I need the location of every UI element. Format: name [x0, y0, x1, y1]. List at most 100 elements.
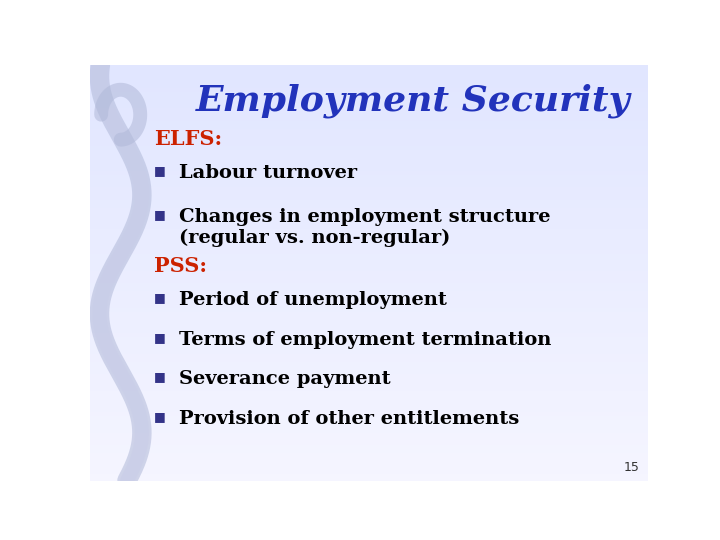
Bar — [90, 265, 648, 268]
Bar — [90, 165, 648, 168]
Bar — [90, 306, 648, 310]
Bar — [90, 119, 648, 123]
Bar — [90, 273, 648, 277]
Text: ■: ■ — [154, 370, 166, 383]
Bar — [90, 381, 648, 385]
Bar — [90, 302, 648, 306]
Bar — [90, 106, 648, 111]
Bar — [90, 335, 648, 339]
Bar — [90, 252, 648, 256]
Text: PSS:: PSS: — [154, 256, 207, 276]
Text: Changes in employment structure
(regular vs. non-regular): Changes in employment structure (regular… — [179, 208, 551, 247]
Bar — [90, 114, 648, 119]
Bar — [90, 185, 648, 190]
Bar — [90, 90, 648, 94]
Bar — [90, 127, 648, 131]
Bar — [90, 69, 648, 73]
Bar — [90, 244, 648, 248]
Bar — [90, 456, 648, 460]
Text: Labour turnover: Labour turnover — [179, 164, 357, 182]
Bar — [90, 177, 648, 181]
Bar — [90, 427, 648, 431]
Text: ■: ■ — [154, 164, 166, 177]
Bar — [90, 402, 648, 406]
Bar — [90, 210, 648, 214]
Bar — [90, 156, 648, 160]
Bar — [90, 231, 648, 235]
Bar — [90, 111, 648, 114]
Bar — [90, 206, 648, 210]
Bar — [90, 85, 648, 90]
Bar — [90, 410, 648, 414]
Bar — [90, 356, 648, 360]
Bar — [90, 360, 648, 364]
Bar — [90, 298, 648, 302]
Bar — [90, 148, 648, 152]
Text: ■: ■ — [154, 410, 166, 423]
Bar — [90, 77, 648, 82]
Bar — [90, 443, 648, 447]
Bar — [90, 219, 648, 223]
Bar — [90, 65, 648, 69]
Bar — [90, 397, 648, 402]
Text: ■: ■ — [154, 208, 166, 221]
Bar — [90, 198, 648, 202]
Bar — [90, 389, 648, 393]
Bar — [90, 439, 648, 443]
Bar — [90, 268, 648, 273]
Bar — [90, 260, 648, 265]
Bar — [90, 406, 648, 410]
Text: ELFS:: ELFS: — [154, 129, 222, 149]
Bar — [90, 140, 648, 144]
Text: Employment Security: Employment Security — [197, 84, 631, 118]
Bar — [90, 385, 648, 389]
Bar — [90, 460, 648, 464]
Bar — [90, 418, 648, 422]
Bar — [90, 82, 648, 85]
Bar — [90, 289, 648, 294]
Bar — [90, 144, 648, 148]
Bar — [90, 310, 648, 314]
Text: Severance payment: Severance payment — [179, 370, 391, 388]
Bar — [90, 435, 648, 439]
Bar — [90, 343, 648, 348]
Bar — [90, 319, 648, 322]
Bar — [90, 393, 648, 397]
Bar — [90, 468, 648, 472]
Bar — [90, 248, 648, 252]
Text: ■: ■ — [154, 292, 166, 305]
Bar — [90, 339, 648, 343]
Bar — [90, 294, 648, 298]
Bar — [90, 422, 648, 427]
Text: Period of unemployment: Period of unemployment — [179, 292, 447, 309]
Bar — [90, 123, 648, 127]
Bar — [90, 214, 648, 219]
Bar — [90, 352, 648, 356]
Bar — [90, 239, 648, 244]
Bar — [90, 173, 648, 177]
Text: Provision of other entitlements: Provision of other entitlements — [179, 410, 520, 428]
Bar — [90, 373, 648, 377]
Bar — [90, 131, 648, 136]
Bar — [90, 414, 648, 418]
Bar — [90, 194, 648, 198]
Bar — [90, 327, 648, 331]
Bar — [90, 368, 648, 373]
Bar — [90, 322, 648, 327]
Bar — [90, 285, 648, 289]
Bar — [90, 136, 648, 140]
Bar — [90, 223, 648, 227]
Bar — [90, 181, 648, 185]
Bar — [90, 152, 648, 156]
Bar — [90, 277, 648, 281]
Bar — [90, 447, 648, 451]
Bar — [90, 331, 648, 335]
Bar — [90, 94, 648, 98]
Bar — [90, 256, 648, 260]
Bar — [90, 476, 648, 481]
Bar — [90, 314, 648, 319]
Text: Terms of employment termination: Terms of employment termination — [179, 331, 552, 349]
Bar — [90, 202, 648, 206]
Bar — [90, 472, 648, 476]
Bar — [90, 98, 648, 102]
